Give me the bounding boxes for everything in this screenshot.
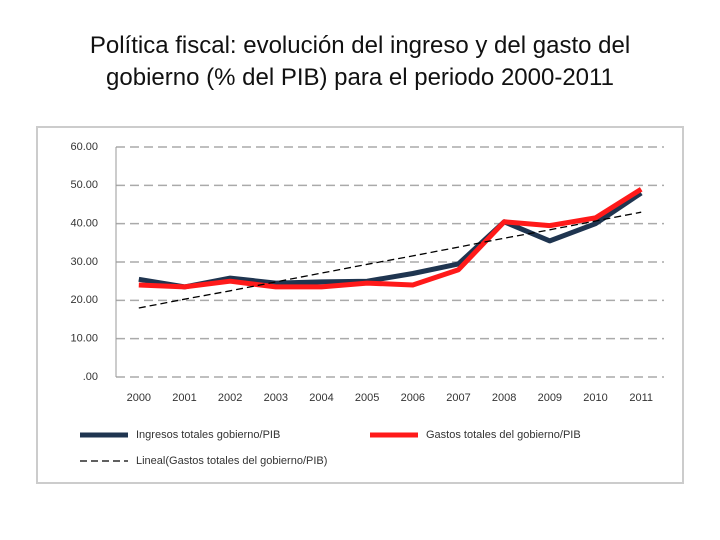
x-tick-label: 2003 [264, 392, 288, 404]
chart-frame [36, 126, 684, 484]
y-tick-label: 40.00 [70, 218, 98, 230]
x-tick-label: 2008 [492, 392, 516, 404]
x-tick-label: 2006 [401, 392, 425, 404]
x-tick-label: 2009 [538, 392, 562, 404]
y-tick-label: 60.00 [70, 141, 98, 153]
trend-line [138, 211, 642, 309]
x-tick-label: 2000 [127, 392, 151, 404]
x-tick-label: 2002 [218, 392, 242, 404]
x-tick-label: 2010 [583, 392, 607, 404]
x-tick-label: 2004 [309, 392, 333, 404]
series-line [138, 187, 643, 290]
legend-label: Ingresos totales gobierno/PIB [136, 429, 280, 441]
y-tick-label: 10.00 [70, 333, 98, 345]
y-tick-label: 20.00 [70, 294, 98, 306]
y-tick-label: 30.00 [70, 256, 98, 268]
legend-label: Lineal(Gastos totales del gobierno/PIB) [136, 455, 327, 467]
x-tick-label: 2005 [355, 392, 379, 404]
series-line [138, 190, 643, 290]
y-tick-label: 50.00 [70, 179, 98, 191]
chart-title: Política fiscal: evolución del ingreso y… [89, 32, 631, 91]
y-tick-label: .00 [83, 371, 98, 383]
legend-label: Gastos totales del gobierno/PIB [426, 429, 581, 441]
x-tick-label: 2007 [446, 392, 470, 404]
x-tick-label: 2011 [629, 392, 653, 404]
x-tick-label: 2001 [172, 392, 196, 404]
